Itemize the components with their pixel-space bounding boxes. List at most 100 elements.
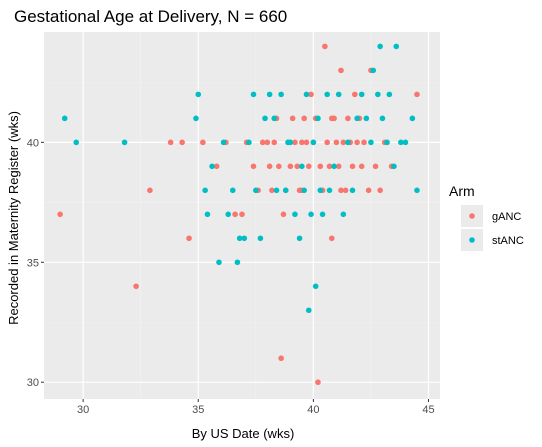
data-point-stANC: [315, 115, 321, 122]
data-point-stANC: [326, 187, 333, 194]
data-point-stANC: [349, 187, 356, 194]
data-point-stANC: [282, 187, 289, 194]
data-point-stANC: [229, 187, 236, 194]
data-point-gANC: [324, 139, 330, 146]
data-point-gANC: [186, 235, 192, 242]
data-point-gANC: [271, 139, 278, 146]
data-point-gANC: [335, 163, 342, 170]
data-point-stANC: [386, 91, 393, 98]
chart-title: Gestational Age at Delivery, N = 660: [14, 7, 287, 26]
data-point-gANC: [354, 139, 360, 146]
y-axis-title: Recorded in Maternity Register (wks): [6, 111, 21, 325]
x-tick-label: 30: [77, 404, 89, 416]
data-point-stANC: [375, 91, 381, 98]
data-point-gANC: [315, 379, 321, 386]
y-tick-label: 40: [27, 137, 39, 149]
x-tick-label: 35: [192, 404, 204, 416]
data-point-stANC: [234, 259, 241, 266]
data-point-stANC: [250, 91, 257, 98]
data-point-stANC: [202, 187, 208, 194]
data-point-stANC: [377, 43, 383, 50]
data-point-gANC: [147, 187, 153, 194]
data-point-gANC: [377, 187, 383, 194]
legend-label: gANC: [492, 211, 521, 223]
data-point-stANC: [331, 163, 337, 170]
data-point-stANC: [121, 139, 128, 146]
data-point-stANC: [195, 91, 202, 98]
data-point-stANC: [317, 187, 324, 194]
data-point-gANC: [361, 139, 367, 146]
data-point-stANC: [73, 139, 80, 146]
data-point-gANC: [372, 163, 379, 170]
data-point-stANC: [220, 139, 227, 146]
x-tick-label: 40: [307, 404, 319, 416]
data-points: [57, 43, 420, 386]
data-point-gANC: [250, 163, 257, 170]
data-point-stANC: [398, 139, 404, 146]
y-tick-label: 35: [27, 257, 39, 269]
data-point-stANC: [193, 115, 199, 122]
data-point-stANC: [354, 115, 360, 122]
data-point-stANC: [271, 115, 278, 122]
data-point-stANC: [301, 187, 307, 194]
data-point-stANC: [285, 139, 291, 146]
data-point-gANC: [266, 163, 273, 170]
data-point-stANC: [402, 139, 409, 146]
data-point-stANC: [299, 163, 305, 170]
data-point-stANC: [257, 235, 264, 242]
data-point-gANC: [280, 211, 287, 218]
data-point-gANC: [333, 139, 340, 146]
data-point-gANC: [303, 139, 310, 146]
data-point-gANC: [200, 139, 206, 146]
data-point-stANC: [340, 211, 347, 218]
data-point-gANC: [179, 139, 185, 146]
data-point-stANC: [236, 235, 243, 242]
data-point-stANC: [292, 211, 298, 218]
data-point-gANC: [308, 91, 314, 98]
data-point-gANC: [213, 163, 220, 170]
data-point-gANC: [232, 211, 238, 218]
data-point-gANC: [328, 235, 335, 242]
data-point-gANC: [352, 91, 358, 98]
data-point-gANC: [317, 163, 324, 170]
data-point-stANC: [305, 307, 312, 314]
data-point-stANC: [266, 91, 273, 98]
data-point-gANC: [328, 115, 335, 122]
data-point-gANC: [239, 211, 245, 218]
data-point-stANC: [363, 115, 370, 122]
data-point-gANC: [289, 115, 296, 122]
data-point-gANC: [264, 139, 271, 146]
data-point-stANC: [358, 91, 365, 98]
data-point-gANC: [340, 139, 347, 146]
data-point-stANC: [324, 91, 330, 98]
data-point-stANC: [393, 43, 400, 50]
legend-key-point: [469, 213, 475, 219]
data-point-stANC: [345, 139, 351, 146]
data-point-stANC: [414, 187, 420, 194]
data-point-stANC: [225, 211, 231, 218]
data-point-stANC: [296, 235, 303, 242]
data-point-gANC: [305, 163, 312, 170]
data-point-stANC: [308, 211, 314, 218]
data-point-gANC: [326, 163, 333, 170]
data-point-stANC: [391, 163, 397, 170]
legend-label: stANC: [492, 235, 524, 247]
data-point-gANC: [358, 163, 365, 170]
data-point-stANC: [379, 115, 386, 122]
data-point-gANC: [349, 163, 356, 170]
data-point-gANC: [338, 67, 344, 74]
data-point-stANC: [368, 139, 374, 146]
x-axis-title: By US Date (wks): [192, 426, 295, 441]
data-point-stANC: [209, 163, 215, 170]
data-point-gANC: [294, 163, 301, 170]
data-point-gANC: [338, 187, 344, 194]
data-point-gANC: [278, 355, 284, 362]
data-point-gANC: [414, 91, 420, 98]
x-tick-label: 45: [422, 404, 434, 416]
data-point-gANC: [292, 139, 298, 146]
data-point-gANC: [345, 115, 351, 122]
data-point-gANC: [301, 115, 307, 122]
y-axis-ticks: 30 35 40: [27, 137, 44, 389]
data-point-stANC: [384, 139, 390, 146]
